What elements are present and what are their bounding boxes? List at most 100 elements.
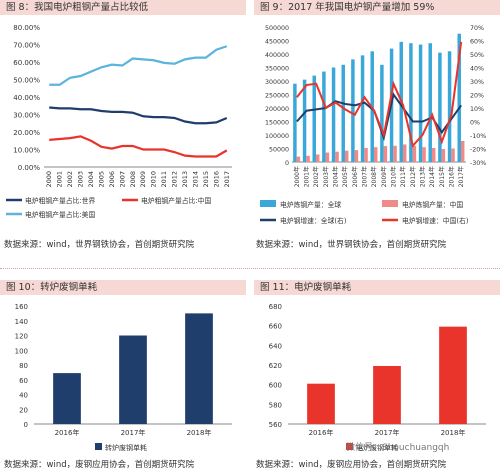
x-tick-label: 2006: [108, 171, 116, 188]
y-tick-label: 80: [19, 362, 28, 370]
x-tick-label: 2009: [139, 171, 147, 188]
y-tick-label: 40.00%: [13, 94, 40, 102]
bar-global: [341, 64, 345, 162]
bar-china: [344, 150, 349, 162]
bar-china: [383, 146, 388, 162]
x-tick-label: 2004: [87, 171, 95, 188]
x-tick-label: 2014年: [428, 166, 436, 187]
y-tick-label-left: 400000: [265, 52, 289, 59]
y-tick-label-left: 0: [285, 160, 289, 167]
fig11-source: 数据来源：wind，废钢应用协会，首创期货研究院: [256, 460, 447, 470]
y-tick-label: 680: [269, 303, 282, 311]
bar-china: [354, 150, 359, 162]
y-tick-label: 600: [269, 382, 282, 390]
fig8-chart: 0.00% 10.00% 20.00% 30.00% 40.00% 50.00% 60.00…: [6, 24, 232, 219]
y-tick-label: 560: [269, 421, 282, 429]
x-tick-label: 2005: [97, 171, 105, 188]
fig9-source: 数据来源：wind，世界钢铁协会，首创期货研究院: [256, 240, 447, 250]
y-tick-label: 160: [15, 303, 28, 311]
x-tick-label: 2018年: [187, 428, 212, 437]
x-tick-label: 2004年: [332, 166, 340, 187]
y-tick-label-left: 350000: [265, 66, 289, 73]
fig9-chart: 0 50000 100000 150000 200000 250000 300000 3500…: [260, 25, 486, 225]
bar-china: [325, 152, 330, 162]
x-tick-label: 2007: [118, 171, 126, 188]
x-tick-label: 2015年: [438, 166, 446, 187]
bar-global: [428, 43, 432, 163]
y-tick-label-left: 50000: [269, 147, 289, 154]
bar-global: [438, 52, 442, 162]
bar-china: [364, 147, 368, 162]
y-tick-label-right: 20%: [470, 93, 484, 100]
x-tick-label: 2003年: [322, 166, 330, 187]
y-tick-label-right: 70%: [470, 25, 484, 32]
bar-global: [351, 59, 355, 162]
legend-swatch: [346, 443, 353, 450]
legend-swatch: [382, 200, 398, 207]
y-tick-label-left: 300000: [265, 79, 289, 86]
fig10-source: 数据来源：wind，废钢应用协会，首创期货研究院: [4, 460, 195, 470]
y-tick-label: 660: [269, 323, 282, 331]
y-tick-label-left: 450000: [265, 39, 289, 46]
x-tick-label: 2001: [56, 171, 64, 188]
legend-label: 电炉炼钢产量：中国: [402, 200, 463, 209]
bar-global: [293, 83, 297, 162]
x-tick-label: 2005年: [341, 166, 349, 187]
x-tick-label: 2013: [181, 171, 189, 188]
y-tick-label-right: 0%: [470, 120, 480, 127]
y-tick-label-right: -30%: [470, 160, 486, 167]
y-tick-label: 580: [269, 401, 282, 409]
legend-label: 电炉钢增速：中国(右): [402, 216, 469, 225]
y-tick-label: 10.00%: [13, 147, 40, 155]
legend-label: 电炉粗钢产量占比:中国: [141, 196, 211, 205]
series-line: [49, 106, 228, 125]
series-line: [49, 135, 228, 158]
x-tick-label: 2017年: [457, 166, 465, 187]
legend-label: 电炉钢增速：全球(右): [280, 216, 347, 225]
x-tick-label: 2002年: [312, 166, 320, 187]
y-tick-label: 640: [269, 342, 282, 350]
bar: [119, 335, 147, 424]
y-tick-label: 0: [24, 421, 28, 429]
bar-china: [422, 147, 426, 162]
x-tick-label: 2018年: [441, 428, 466, 437]
y-tick-label-left: 250000: [265, 93, 289, 100]
bar-china: [431, 147, 436, 162]
y-tick-label: 100: [15, 347, 28, 355]
bar-china: [315, 154, 320, 162]
y-tick-label: 0.00%: [18, 164, 41, 172]
x-tick-label: 2008年: [370, 166, 378, 187]
panel-fig11: 图 11：电炉废钢单耗 560 580 600 620 640 660 680 2016年 20…: [254, 280, 500, 474]
y-tick-label-right: 50%: [470, 52, 484, 59]
x-tick-label: 2017年: [121, 428, 146, 437]
y-tick-label-left: 200000: [265, 106, 289, 113]
x-tick-label: 2017年: [375, 428, 400, 437]
x-tick-label: 2012: [171, 171, 179, 188]
y-tick-label-right: 10%: [470, 106, 484, 113]
y-tick-label-right: 60%: [470, 39, 484, 46]
bar: [53, 373, 81, 424]
fig10-chart: 0 20 40 60 80 100 120 140 160 2016年 2017年 2018年转炉废钢…: [15, 303, 232, 452]
fig8-title: 图 8：我国电炉粗钢产量占比较低: [0, 0, 246, 15]
fig9-title: 图 9：2017 年我国电炉钢产量增加 59%: [254, 0, 500, 15]
bar-global: [457, 33, 461, 162]
separator-line: [0, 268, 500, 269]
y-tick-label-right: -10%: [470, 133, 486, 140]
bar-china: [373, 147, 378, 162]
x-tick-label: 2001年: [303, 166, 311, 187]
y-tick-label-right: 30%: [470, 79, 484, 86]
y-tick-label: 120: [15, 333, 28, 341]
x-tick-label: 2007年: [361, 166, 369, 187]
y-tick-label: 80.00%: [13, 24, 40, 32]
x-tick-label: 2016年: [448, 166, 456, 187]
fig10-title: 图 10：转炉废钢单耗: [0, 280, 246, 295]
bar-global: [380, 64, 384, 162]
series-line: [49, 45, 228, 86]
y-tick-label: 60: [19, 377, 28, 385]
bar-china: [402, 144, 407, 162]
y-tick-label: 20: [19, 406, 28, 414]
bar-china: [460, 140, 465, 162]
legend-swatch: [260, 200, 276, 207]
series-line: [296, 92, 462, 142]
y-tick-label: 620: [269, 362, 282, 370]
